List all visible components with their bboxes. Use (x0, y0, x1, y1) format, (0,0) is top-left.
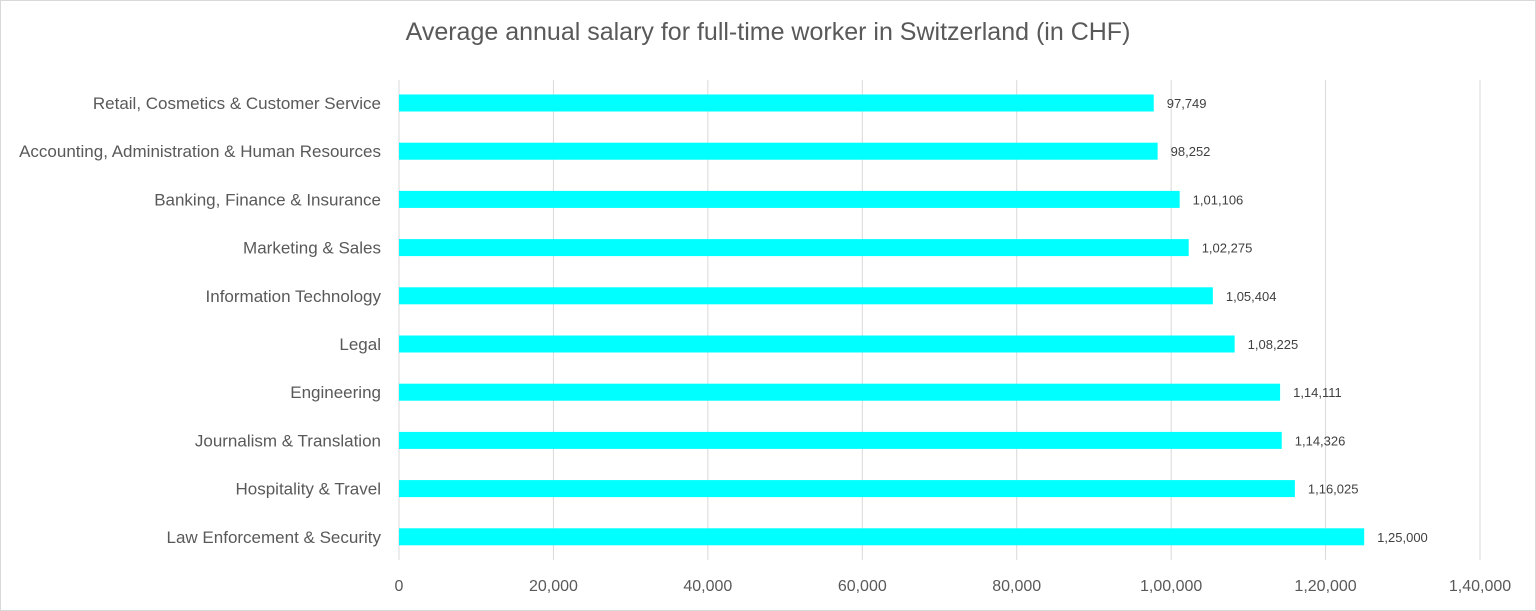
data-label: 1,14,326 (1295, 433, 1346, 448)
category-label: Engineering (290, 383, 381, 402)
x-tick-label: 80,000 (992, 578, 1041, 595)
x-tick-label: 40,000 (683, 578, 732, 595)
category-label: Marketing & Sales (243, 239, 381, 258)
bar (399, 335, 1235, 353)
category-labels: Retail, Cosmetics & Customer Service Acco… (19, 94, 381, 547)
gridlines (398, 80, 1481, 560)
bar (399, 190, 1180, 208)
data-label: 1,02,275 (1202, 241, 1253, 256)
bars (399, 94, 1365, 546)
data-labels: 97,749 98,252 1,01,106 1,02,275 1,05,404 1,08… (1167, 96, 1428, 545)
x-tick-label: 1,40,000 (1449, 578, 1511, 595)
chart-title: Average annual salary for full-time work… (405, 18, 1131, 46)
bar (399, 480, 1295, 498)
category-label: Law Enforcement & Security (167, 528, 382, 547)
category-label: Accounting, Administration & Human Resou… (19, 142, 381, 161)
x-tick-labels: 0 20,000 40,000 60,000 80,000 1,00,000 1,20,00… (395, 578, 1512, 595)
bar (399, 239, 1189, 257)
bar (399, 383, 1281, 401)
bar (399, 287, 1213, 305)
data-label: 1,16,025 (1308, 482, 1359, 497)
bar (399, 94, 1154, 112)
category-label: Journalism & Translation (195, 431, 381, 450)
data-label: 1,14,111 (1293, 385, 1342, 400)
bar (399, 528, 1365, 546)
data-label: 98,252 (1171, 144, 1211, 159)
category-label: Legal (339, 335, 381, 354)
data-label: 1,01,106 (1193, 192, 1244, 207)
category-label: Retail, Cosmetics & Customer Service (93, 94, 381, 113)
x-tick-label: 1,00,000 (1140, 578, 1202, 595)
bar (399, 431, 1282, 449)
category-label: Information Technology (206, 287, 382, 306)
data-label: 1,05,404 (1226, 289, 1277, 304)
category-label: Hospitality & Travel (236, 480, 382, 499)
x-tick-label: 1,20,000 (1294, 578, 1356, 595)
data-label: 97,749 (1167, 96, 1207, 111)
data-label: 1,25,000 (1377, 530, 1428, 545)
data-label: 1,08,225 (1248, 337, 1299, 352)
x-tick-label: 0 (395, 578, 404, 595)
x-tick-label: 20,000 (529, 578, 578, 595)
category-label: Banking, Finance & Insurance (154, 190, 381, 209)
x-tick-label: 60,000 (838, 578, 887, 595)
bar (399, 142, 1158, 160)
